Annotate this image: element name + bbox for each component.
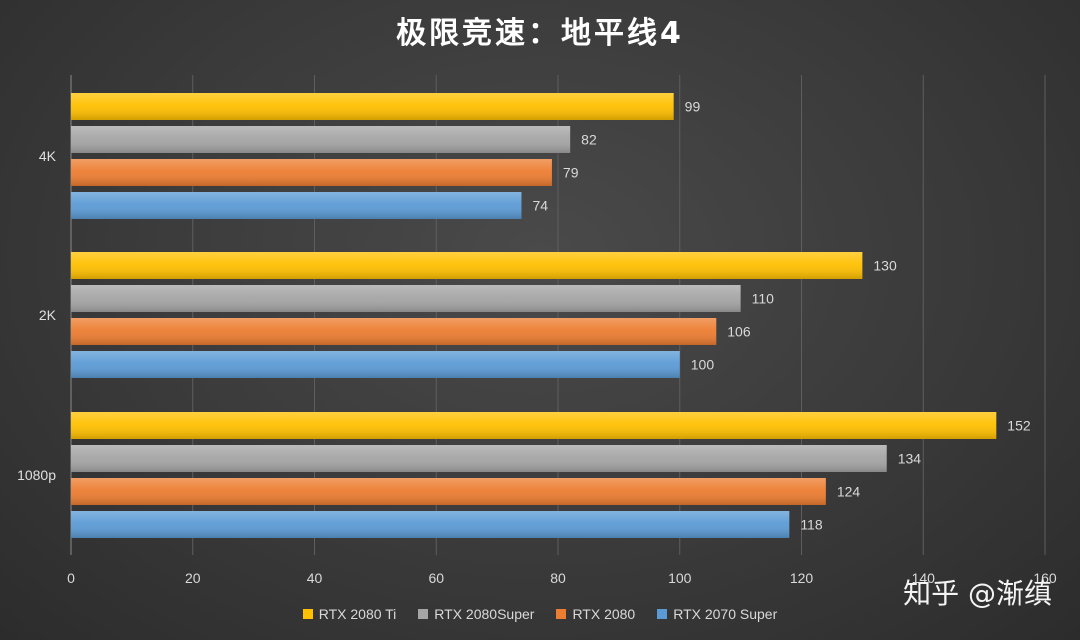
- legend-swatch: [302, 609, 313, 619]
- chart-legend: RTX 2080 Ti RTX 2080Super RTX 2080 RTX 2070…: [0, 606, 1080, 622]
- legend-swatch: [556, 609, 567, 619]
- data-label: 152: [1007, 418, 1031, 434]
- category-label: 4K: [39, 148, 57, 164]
- bar-shading: [71, 285, 741, 312]
- legend-label: RTX 2080: [572, 606, 636, 622]
- x-tick-label: 80: [550, 570, 566, 586]
- x-tick-label: 100: [668, 570, 692, 586]
- legend-label: RTX 2070 Super: [673, 606, 778, 622]
- x-tick-label: 140: [912, 570, 936, 586]
- x-tick-label: 60: [428, 570, 444, 586]
- data-label: 134: [898, 451, 922, 467]
- data-label: 79: [563, 165, 579, 181]
- bar-shading: [71, 252, 863, 279]
- data-label: 100: [691, 357, 715, 373]
- bar-shading: [71, 159, 552, 186]
- category-label: 1080p: [17, 467, 56, 483]
- category-label: 2K: [39, 307, 57, 323]
- bar-shading: [71, 192, 522, 219]
- data-label: 82: [581, 132, 597, 148]
- legend-swatch: [657, 609, 668, 619]
- data-label: 74: [532, 198, 548, 214]
- x-tick-label: 40: [307, 570, 323, 586]
- bar-shading: [71, 412, 997, 439]
- data-label: 118: [800, 517, 823, 533]
- bar-shading: [71, 478, 826, 505]
- bar-shading: [71, 351, 680, 378]
- bar-shading: [71, 93, 674, 120]
- data-label: 106: [727, 324, 751, 340]
- data-label: 110: [752, 291, 775, 307]
- chart-title: 极限竞速：地平线4: [396, 16, 684, 51]
- bar-shading: [71, 126, 571, 153]
- x-tick-label: 20: [185, 570, 201, 586]
- watermark: 知乎 @渐缜: [903, 577, 1052, 610]
- data-label: 99: [685, 99, 701, 115]
- data-label: 130: [873, 258, 897, 274]
- legend-item: RTX 2080Super: [418, 606, 534, 622]
- legend-swatch: [418, 609, 429, 619]
- bar-shading: [71, 511, 790, 538]
- x-tick-label: 0: [67, 570, 75, 586]
- x-tick-label: 160: [1033, 570, 1057, 586]
- data-label: 124: [837, 484, 861, 500]
- legend-label: RTX 2080 Ti: [318, 606, 397, 622]
- legend-item: RTX 2070 Super: [657, 606, 777, 622]
- legend-label: RTX 2080Super: [434, 606, 535, 622]
- x-tick-label: 120: [790, 570, 814, 586]
- bar-shading: [71, 445, 887, 472]
- legend-item: RTX 2080: [556, 606, 635, 622]
- legend-item: RTX 2080 Ti: [302, 606, 397, 622]
- bar-shading: [71, 318, 717, 345]
